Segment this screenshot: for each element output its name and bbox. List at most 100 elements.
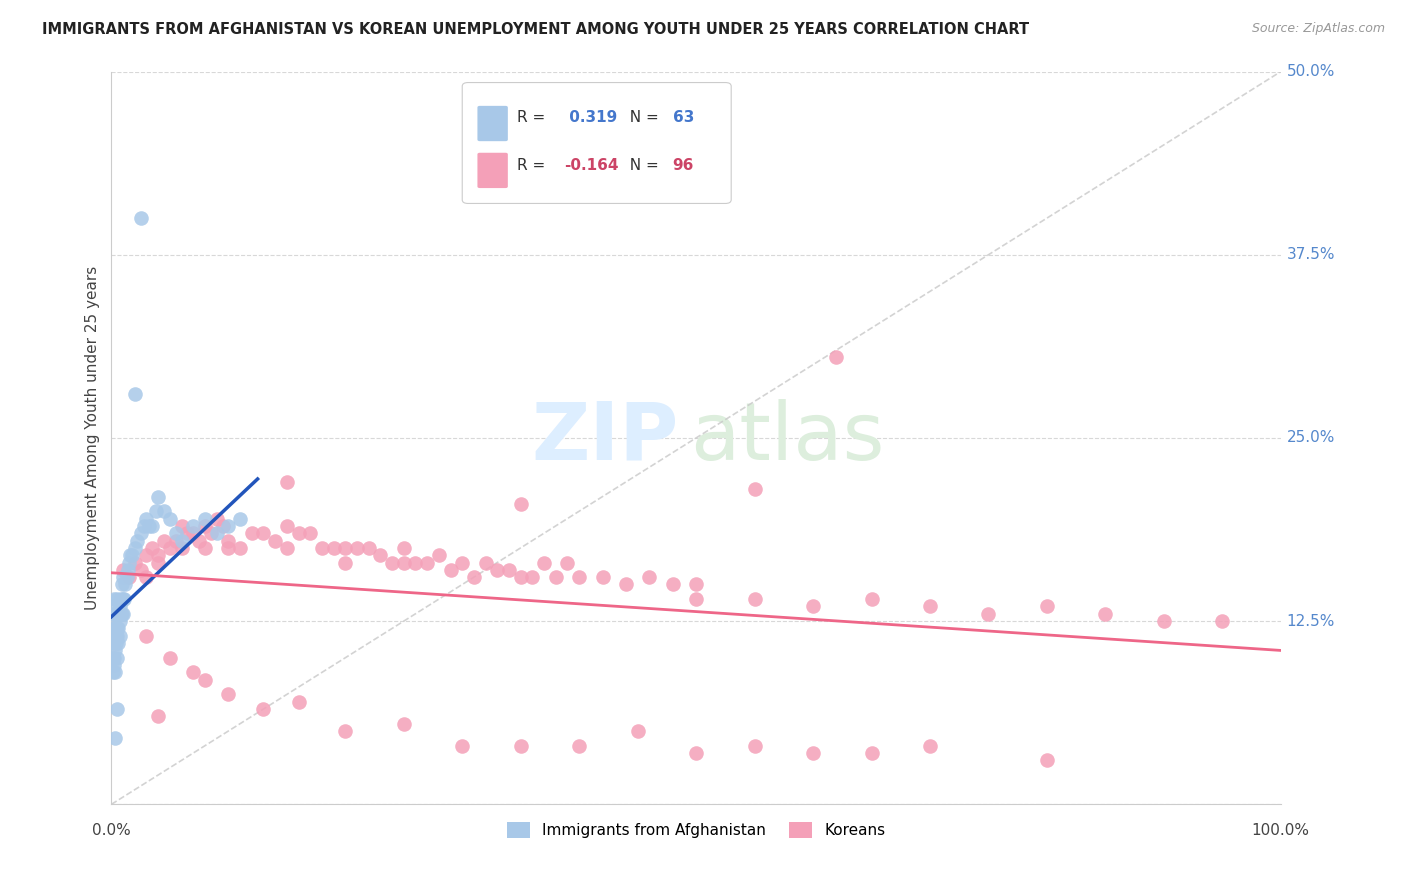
Point bbox=[107, 607, 129, 621]
Point bbox=[194, 541, 217, 555]
Point bbox=[229, 511, 252, 525]
Point bbox=[101, 665, 124, 680]
Point bbox=[118, 570, 141, 584]
Point bbox=[276, 541, 298, 555]
Point bbox=[138, 519, 160, 533]
Legend: Immigrants from Afghanistan, Koreans: Immigrants from Afghanistan, Koreans bbox=[501, 816, 891, 845]
Point bbox=[592, 570, 614, 584]
Point bbox=[124, 541, 146, 555]
Point bbox=[1036, 599, 1059, 614]
Point bbox=[112, 570, 135, 584]
Point bbox=[105, 629, 128, 643]
Text: N =: N = bbox=[620, 158, 664, 173]
Text: 37.5%: 37.5% bbox=[1286, 247, 1336, 262]
Point bbox=[276, 519, 298, 533]
Point bbox=[217, 541, 239, 555]
Text: 63: 63 bbox=[672, 111, 695, 125]
Point bbox=[205, 511, 228, 525]
Point bbox=[103, 629, 125, 643]
Point bbox=[194, 511, 217, 525]
Point bbox=[509, 570, 531, 584]
Point bbox=[335, 556, 357, 570]
Point bbox=[322, 541, 344, 555]
Point bbox=[121, 548, 143, 562]
Text: ZIP: ZIP bbox=[531, 399, 679, 477]
Point bbox=[135, 511, 157, 525]
Point bbox=[181, 665, 204, 680]
Point bbox=[115, 570, 138, 584]
FancyBboxPatch shape bbox=[478, 153, 508, 188]
Point bbox=[439, 563, 461, 577]
Point bbox=[176, 526, 198, 541]
Point bbox=[112, 592, 135, 607]
Point bbox=[103, 650, 125, 665]
Text: 12.5%: 12.5% bbox=[1286, 614, 1336, 629]
Point bbox=[101, 607, 124, 621]
Point bbox=[498, 563, 520, 577]
Text: atlas: atlas bbox=[690, 399, 884, 477]
Point bbox=[509, 739, 531, 753]
Point bbox=[1094, 607, 1116, 621]
Point bbox=[211, 519, 233, 533]
Point bbox=[335, 541, 357, 555]
Text: 0.319: 0.319 bbox=[564, 111, 617, 125]
Point bbox=[135, 629, 157, 643]
Point bbox=[404, 556, 426, 570]
Point bbox=[252, 702, 274, 716]
Point bbox=[825, 351, 848, 365]
Text: 100.0%: 100.0% bbox=[1251, 822, 1310, 838]
Point bbox=[117, 563, 139, 577]
Point bbox=[101, 650, 124, 665]
Point bbox=[463, 570, 485, 584]
Point bbox=[105, 629, 128, 643]
Point bbox=[685, 577, 707, 591]
Point bbox=[217, 519, 239, 533]
Point bbox=[194, 519, 217, 533]
Point bbox=[918, 599, 941, 614]
Point bbox=[522, 570, 544, 584]
Point bbox=[194, 673, 217, 687]
Point bbox=[112, 607, 135, 621]
Point bbox=[240, 526, 263, 541]
Point bbox=[124, 387, 146, 401]
Text: -0.164: -0.164 bbox=[564, 158, 619, 173]
Point bbox=[544, 570, 567, 584]
Point bbox=[346, 541, 368, 555]
Point bbox=[159, 511, 181, 525]
Point bbox=[159, 541, 181, 555]
Text: 0.0%: 0.0% bbox=[91, 822, 131, 838]
Point bbox=[200, 526, 222, 541]
Point bbox=[153, 533, 176, 548]
Point bbox=[104, 622, 127, 636]
Point bbox=[105, 650, 128, 665]
Text: 96: 96 bbox=[672, 158, 695, 173]
Point bbox=[860, 746, 883, 760]
Point bbox=[918, 739, 941, 753]
Point bbox=[661, 577, 683, 591]
Point bbox=[129, 563, 152, 577]
Point bbox=[112, 592, 135, 607]
Text: 25.0%: 25.0% bbox=[1286, 431, 1336, 445]
Point bbox=[311, 541, 333, 555]
Point bbox=[335, 724, 357, 739]
Point bbox=[205, 526, 228, 541]
Point bbox=[134, 519, 156, 533]
Point bbox=[276, 475, 298, 489]
Point bbox=[165, 533, 187, 548]
FancyBboxPatch shape bbox=[478, 106, 508, 141]
Point bbox=[264, 533, 287, 548]
Point bbox=[104, 665, 127, 680]
Point bbox=[392, 541, 415, 555]
Point bbox=[148, 709, 170, 723]
Point bbox=[153, 504, 176, 518]
Point bbox=[860, 592, 883, 607]
Point bbox=[170, 519, 193, 533]
Point bbox=[474, 556, 496, 570]
Point bbox=[557, 556, 579, 570]
Point bbox=[105, 702, 128, 716]
Point bbox=[108, 629, 131, 643]
Point bbox=[427, 548, 450, 562]
Point bbox=[299, 526, 322, 541]
Point bbox=[145, 504, 167, 518]
Point bbox=[110, 592, 132, 607]
